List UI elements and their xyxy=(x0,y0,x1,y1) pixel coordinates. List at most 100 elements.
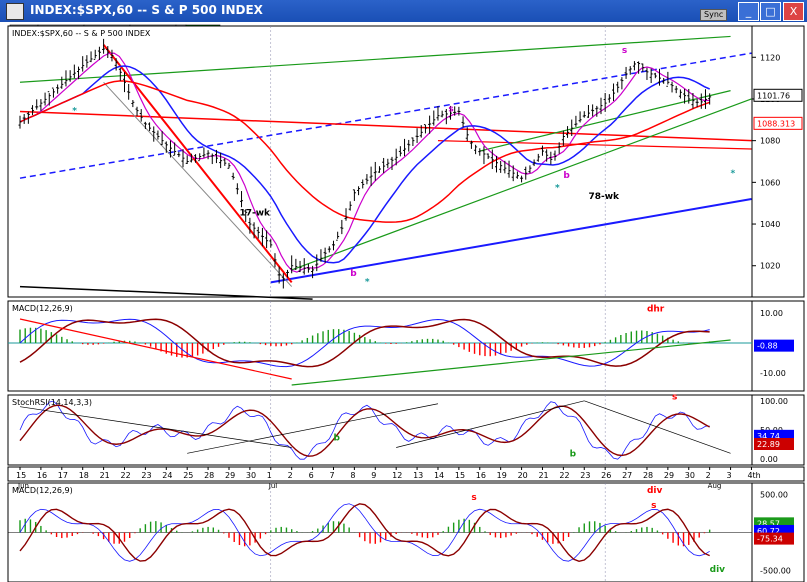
trendline xyxy=(19,318,292,380)
x-tick-label: 25 xyxy=(183,471,193,480)
trendline xyxy=(187,403,439,454)
axis-frame xyxy=(7,466,805,482)
x-tick-label: 26 xyxy=(601,471,611,480)
trendline xyxy=(19,52,752,179)
trendline xyxy=(437,140,752,150)
x-tick-label: 14 xyxy=(434,471,444,480)
annotation: b xyxy=(563,171,570,181)
trendline xyxy=(19,406,292,448)
y-tick-label: 10.00 xyxy=(760,309,783,318)
value-label-box xyxy=(754,532,794,545)
price-label: 1088.313 xyxy=(757,119,795,128)
minimize-button[interactable]: _ xyxy=(738,2,759,21)
value-label-box xyxy=(754,438,794,450)
x-month-label: Jul xyxy=(268,482,278,490)
y-tick-label: 0.00 xyxy=(760,455,778,464)
trendline xyxy=(291,339,731,386)
annotation: s xyxy=(622,46,627,56)
x-tick-label: 16 xyxy=(476,471,486,480)
value-label: 60.72 xyxy=(757,527,780,536)
x-tick-label: 21 xyxy=(538,471,548,480)
x-tick-label: 8 xyxy=(350,471,355,480)
x-tick-label: 9 xyxy=(371,471,376,480)
x-tick-label: 22 xyxy=(559,471,569,480)
x-tick-label: 30 xyxy=(685,471,695,480)
fast-ma-line xyxy=(19,52,710,273)
x-tick-label: 23 xyxy=(580,471,590,480)
title-bar: INDEX:$SPX,60 -- S & P 500 INDEX Sync _ … xyxy=(0,0,807,22)
trendline xyxy=(396,400,585,448)
stoch-d-line xyxy=(19,404,711,457)
x-tick-label: 18 xyxy=(79,471,89,480)
sync-badge[interactable]: Sync xyxy=(700,9,728,21)
maximize-button[interactable]: □ xyxy=(760,2,781,21)
date-axis: 15 16 17 18 21 22 23 24 25 28 29 30 1 2 6 7 8 9 12 13 14 15 16… xyxy=(7,466,805,490)
annotation: b xyxy=(333,434,340,444)
signal-line xyxy=(19,318,710,368)
annotation: div xyxy=(647,486,663,496)
value-label: 34.74 xyxy=(757,432,780,441)
x-tick-label: 23 xyxy=(141,471,151,480)
trendline xyxy=(291,98,752,271)
x-month-label: Jun xyxy=(17,482,29,490)
annotation: s xyxy=(471,493,476,503)
panel-frame xyxy=(7,25,805,298)
y-tick-label: 1080 xyxy=(760,137,780,146)
annotation: * xyxy=(365,277,370,287)
y-tick-label: 1120 xyxy=(760,53,780,62)
trendline xyxy=(102,44,293,284)
panel-title: MACD(12,26,9) xyxy=(12,486,73,495)
x-tick-label: 7 xyxy=(329,471,334,480)
trendline xyxy=(19,285,313,300)
x-tick-label: 27 xyxy=(622,471,632,480)
price-label: 1101.76 xyxy=(757,91,790,100)
x-tick-label: 2 xyxy=(706,471,711,480)
x-tick-label: 24 xyxy=(162,471,172,480)
x-tick-label: 20 xyxy=(518,471,528,480)
x-tick-label: 17 xyxy=(58,471,68,480)
x-tick-label: 19 xyxy=(497,471,507,480)
x-tick-label: 2 xyxy=(288,471,293,480)
value-label: -0.88 xyxy=(757,342,778,351)
x-tick-label: 4th xyxy=(747,471,760,480)
panel-title: MACD(12,26,9) xyxy=(12,304,73,313)
stoch-k-line xyxy=(19,400,710,460)
trendline xyxy=(103,81,293,287)
x-tick-label: 30 xyxy=(246,471,256,480)
value-label-box xyxy=(754,339,794,352)
x-tick-label: 15 xyxy=(455,471,465,480)
annotation: * xyxy=(72,107,77,117)
x-tick-label: 21 xyxy=(100,471,110,480)
price-label-box xyxy=(753,88,803,102)
x-tick-label: 15 xyxy=(16,471,26,480)
annotation: b xyxy=(350,269,357,279)
panel-title: INDEX:$SPX,60 -- S & P 500 INDEX xyxy=(12,29,151,38)
x-tick-label: 28 xyxy=(643,471,653,480)
macd-line xyxy=(19,503,710,562)
macd-histogram-panel: 500.000.00-500.0028.5760.72-75.34MACD(12… xyxy=(7,482,805,582)
x-tick-label: 28 xyxy=(204,471,214,480)
stochrsi-panel: 100.0050.000.0034.7422.89StochRSI(14,14,… xyxy=(7,393,805,466)
annotation: * xyxy=(555,184,560,194)
panel-title: StochRSI(14,14,3,3) xyxy=(12,398,92,407)
chart-canvas: 6.441105.441088.011101.60N+0.07 10201040… xyxy=(7,24,805,582)
y-tick-label: 1040 xyxy=(760,220,780,229)
annotation: dhr xyxy=(647,305,665,315)
red-ma-line xyxy=(19,80,710,223)
value-label: -75.34 xyxy=(757,535,783,544)
x-tick-label: 12 xyxy=(392,471,402,480)
close-button[interactable]: X xyxy=(783,2,804,21)
x-tick-label: 1 xyxy=(267,471,272,480)
x-tick-label: 22 xyxy=(120,471,130,480)
price-label-box xyxy=(753,116,803,130)
annotation: s xyxy=(448,104,453,114)
y-tick-label: -10.00 xyxy=(760,369,786,378)
annotation: * xyxy=(731,169,736,179)
annotation: div xyxy=(710,565,726,575)
blue-ma-line xyxy=(19,65,710,264)
panel-frame xyxy=(7,300,805,392)
annotation: 78-wk xyxy=(588,192,620,202)
macd-panel: 10.00 -10.00 -0.88 MACD(12,26,9) dhr xyxy=(7,300,805,392)
annotation: s xyxy=(672,393,677,403)
